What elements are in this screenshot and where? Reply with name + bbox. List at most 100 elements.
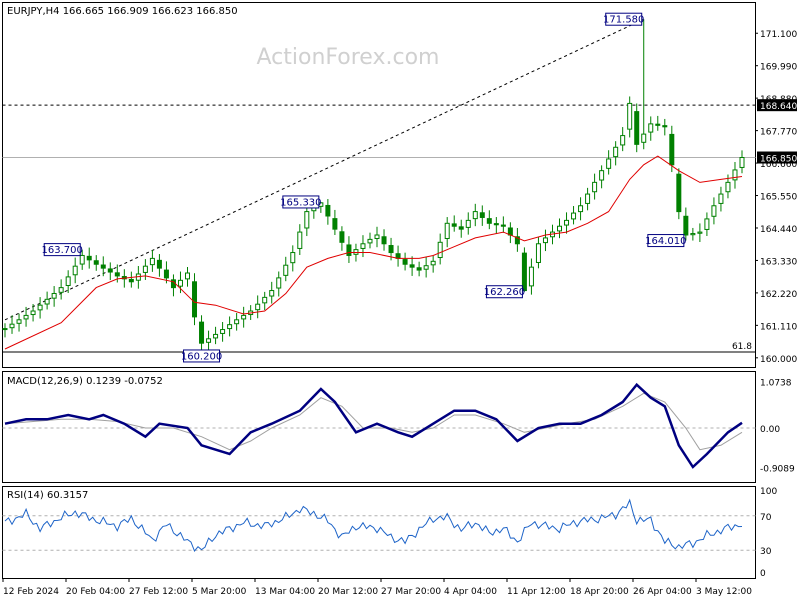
candle-body <box>16 319 22 324</box>
candle-body <box>599 170 605 181</box>
candle-body <box>2 328 8 331</box>
x-tick-label: 11 Apr 12:00 <box>507 587 566 597</box>
candle-body <box>430 260 436 266</box>
candle-body <box>725 181 731 193</box>
price-annotation-label: 162.260 <box>484 287 525 298</box>
candle-body <box>437 241 443 259</box>
candle-body <box>564 219 570 226</box>
candle-body <box>465 219 471 228</box>
candle-body <box>206 338 212 343</box>
candle-body <box>213 333 219 339</box>
candle-body <box>23 314 29 320</box>
candle-body <box>585 193 591 204</box>
candle-body <box>704 218 710 230</box>
candle-body <box>521 252 527 292</box>
candle-body <box>620 135 626 146</box>
candle-body <box>683 215 689 236</box>
candle-body <box>128 278 134 283</box>
candle-body <box>149 257 155 266</box>
candle-body <box>283 264 289 276</box>
rsi-y-tick-label: 30 <box>760 547 772 557</box>
candle-body <box>58 287 64 293</box>
rsi-plot <box>2 498 756 552</box>
candle-body <box>227 324 233 330</box>
rsi-y-tick-label: 70 <box>760 513 772 523</box>
candle-body <box>514 236 520 245</box>
candle-body <box>416 267 422 271</box>
candle-body <box>353 249 359 255</box>
candle-body <box>276 277 282 289</box>
candle-body <box>662 125 668 128</box>
candle-body <box>444 222 450 240</box>
rsi-y-tick-label: 0 <box>760 569 766 579</box>
candle-body <box>479 212 485 218</box>
y-tick-label: 166.660 <box>760 160 797 170</box>
rsi-y-tick-label: 100 <box>760 487 777 497</box>
price-annotation-box <box>183 349 221 363</box>
price-annotation-box <box>485 285 523 299</box>
macd-y-tick-label: 1.0738 <box>760 378 792 388</box>
ema-line <box>4 155 743 350</box>
candle-body <box>79 254 85 265</box>
candle-body <box>163 269 169 279</box>
price-annotation-box <box>605 12 643 26</box>
candle-body <box>578 205 584 213</box>
candle-body <box>486 218 492 224</box>
current-price-label: 166.850 <box>760 155 797 165</box>
candle-body <box>72 265 78 276</box>
candle-body <box>676 173 682 213</box>
candle-body <box>641 133 647 143</box>
candle-body <box>142 265 148 273</box>
y-tick-label: 165.550 <box>760 193 797 203</box>
macd-y-tick-label: -0.9089 <box>760 464 795 474</box>
candle-body <box>360 243 366 249</box>
candle-body <box>542 237 548 244</box>
candle-body <box>65 276 71 286</box>
y-tick-label: 161.110 <box>760 322 797 332</box>
price-annotation-box <box>282 195 320 209</box>
candle-body <box>346 244 352 256</box>
candle-body <box>184 272 190 280</box>
main-plot: 61.8 163.700 160.200 165.330 162.260 171.580 1… <box>2 12 756 363</box>
candle-body <box>592 181 598 193</box>
candle-body <box>156 259 162 269</box>
x-tick-label: 18 Apr 20:00 <box>570 587 629 597</box>
macd-plot <box>2 382 756 469</box>
fib-level-label: 61.8 <box>732 342 752 352</box>
price-annotation-label: 165.330 <box>280 197 321 208</box>
candle-body <box>86 255 92 261</box>
candle-body <box>381 236 387 245</box>
candle-body <box>9 323 15 329</box>
candle-body <box>669 133 675 166</box>
candle-body <box>374 234 380 240</box>
y-tick-label: 171.100 <box>760 30 797 40</box>
price-annotation-label: 164.010 <box>645 236 686 247</box>
candle-body <box>367 238 373 244</box>
candle-body <box>241 314 247 320</box>
candle-body <box>711 205 717 217</box>
candle-body <box>325 204 331 217</box>
x-tick-label: 3 May 12:00 <box>696 587 752 597</box>
y-tick-label: 164.440 <box>760 225 797 235</box>
candle-body <box>51 292 57 299</box>
candle-body <box>613 146 619 158</box>
candle-body <box>100 264 106 269</box>
candle-body <box>192 281 198 318</box>
x-tick-label: 20 Feb 04:00 <box>66 587 125 597</box>
candle-body <box>388 245 394 254</box>
macd-signal-line <box>4 392 743 451</box>
candle-body <box>528 266 534 287</box>
macd-y-tick-label: 0.00 <box>760 425 780 435</box>
candle-body <box>30 310 36 316</box>
watermark: ActionForex.com <box>257 45 440 70</box>
candle-body <box>177 279 183 287</box>
candle-body <box>44 298 50 305</box>
candle-body <box>627 102 633 130</box>
x-tick-label: 4 Apr 04:00 <box>444 587 497 597</box>
y-tick-label: 160.000 <box>760 355 797 365</box>
candle-body <box>220 329 226 334</box>
price-annotation-box <box>43 243 81 257</box>
macd-panel-frame <box>2 371 756 483</box>
